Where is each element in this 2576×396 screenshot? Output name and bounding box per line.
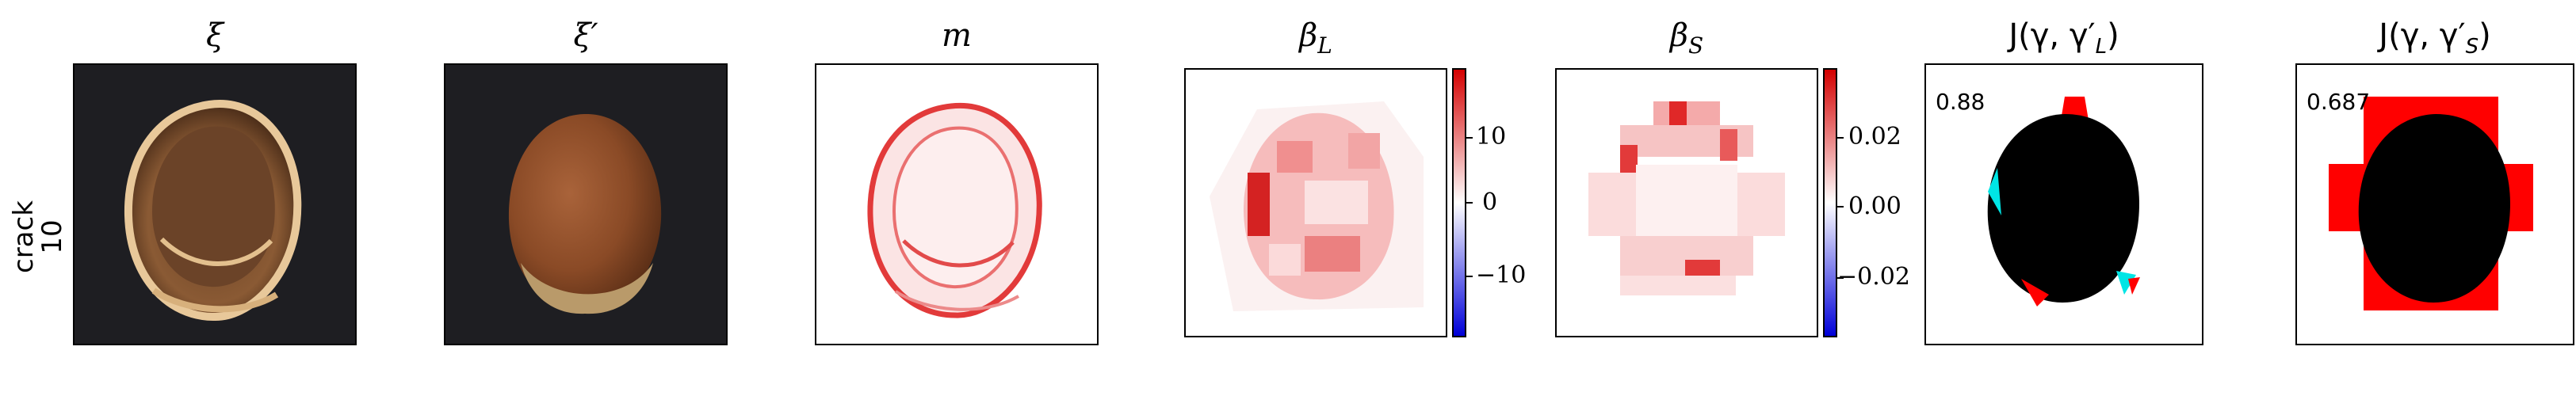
beta-l-superpixel-map (1210, 101, 1424, 311)
image-j-s: 0.687 (2295, 63, 2574, 345)
title-beta-s: βS (1669, 17, 1704, 59)
score-j-s: 0.687 (2307, 89, 2371, 115)
title-xi: ξ (205, 17, 224, 54)
title-beta-l: βL (1299, 17, 1332, 59)
score-j-l: 0.88 (1936, 89, 1986, 115)
title-j-s: J(γ, γ′S) (2379, 17, 2491, 59)
colorbar-beta-l-tick-mid: 0 (1482, 188, 1498, 216)
colorbar-beta-s-tick-mid: 0.00 (1848, 192, 1901, 220)
beta-s-grid-map (1588, 101, 1785, 295)
intact-hazelnut-image (508, 113, 662, 314)
image-xi-prime (444, 63, 728, 345)
mask-heatmap-image (867, 102, 1042, 318)
colorbar-beta-l-tick-bottom: −10 (1476, 261, 1527, 289)
colorbar-beta-l-tick-top: 10 (1476, 123, 1507, 150)
title-m: m (942, 17, 972, 54)
row-label: crack 10 (8, 200, 68, 273)
row-label-index: 10 (36, 219, 68, 254)
cracked-hazelnut-image (124, 100, 302, 322)
colorbar-beta-s (1823, 68, 1837, 337)
title-j-l: J(γ, γ′L) (2008, 17, 2119, 59)
colorbar-beta-s-tick-bottom: −0.02 (1837, 263, 1910, 291)
image-xi (73, 63, 357, 345)
colorbar-beta-s-tick-top: 0.02 (1848, 123, 1901, 150)
jaccard-overlay-s (2329, 97, 2533, 310)
jaccard-overlay-l (1987, 97, 2140, 307)
image-beta-s (1555, 68, 1818, 337)
image-beta-l (1184, 68, 1447, 337)
image-j-l: 0.88 (1924, 63, 2203, 345)
row-label-category: crack (8, 200, 40, 273)
title-xi-prime: ξ′ (573, 17, 598, 54)
image-m (815, 63, 1099, 345)
